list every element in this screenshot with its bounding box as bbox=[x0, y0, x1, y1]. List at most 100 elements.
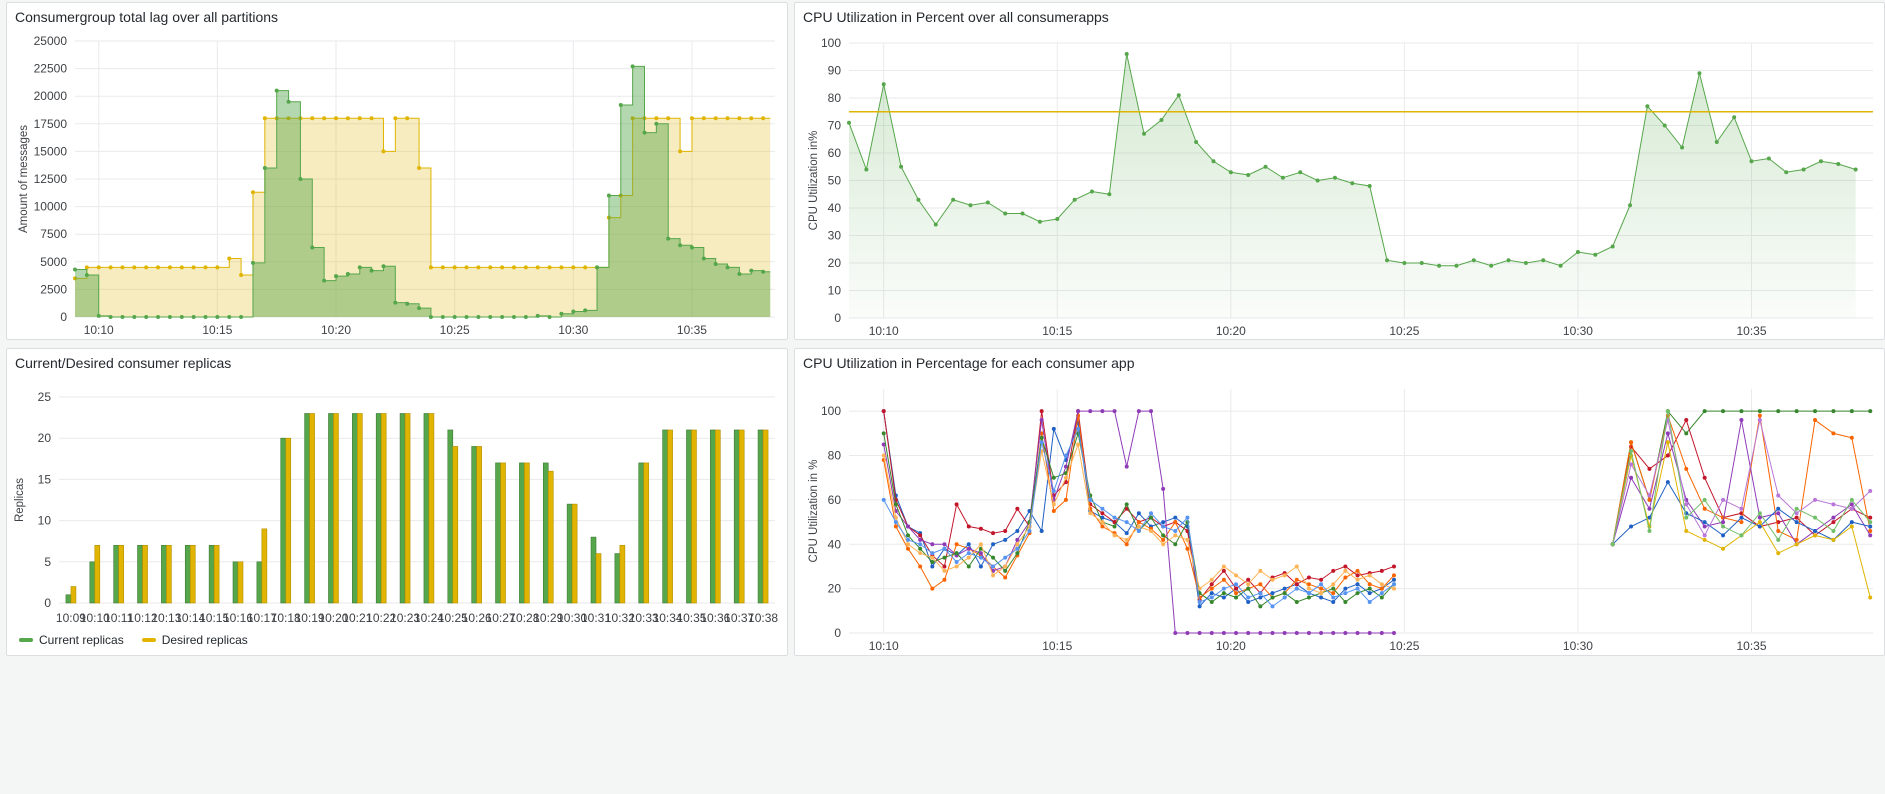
bar bbox=[595, 553, 602, 604]
data-point bbox=[96, 265, 101, 270]
cpu-total-panel-title[interactable]: CPU Utilization in Percent over all cons… bbox=[803, 9, 1109, 25]
series-area bbox=[849, 54, 1856, 318]
data-point bbox=[1702, 524, 1707, 529]
data-point bbox=[1776, 506, 1781, 511]
data-point bbox=[559, 265, 564, 270]
data-point bbox=[1739, 515, 1744, 520]
data-point bbox=[1331, 599, 1336, 604]
data-point bbox=[215, 265, 220, 270]
data-point bbox=[761, 269, 766, 274]
bar bbox=[166, 545, 172, 604]
x-tick-label: 10:26 bbox=[462, 611, 492, 625]
bar bbox=[89, 561, 96, 604]
data-point bbox=[1437, 263, 1442, 268]
replicas-panel-title[interactable]: Current/Desired consumer replicas bbox=[15, 355, 232, 371]
data-point bbox=[1391, 582, 1396, 587]
x-tick-label: 10:20 bbox=[1216, 639, 1246, 653]
data-point bbox=[1757, 515, 1762, 520]
data-point bbox=[1319, 591, 1324, 596]
x-tick-label: 10:35 bbox=[1736, 324, 1766, 338]
bar bbox=[118, 545, 124, 604]
data-point bbox=[1306, 575, 1311, 580]
data-point bbox=[1647, 506, 1652, 511]
data-point bbox=[918, 533, 923, 538]
data-point bbox=[1868, 595, 1873, 600]
data-point bbox=[966, 551, 971, 556]
lag-chart[interactable]: 0 2500 5000 7500 10000 12500 15000 17500 20000 22… bbox=[7, 3, 788, 340]
data-point bbox=[1794, 520, 1799, 525]
bar bbox=[500, 462, 506, 604]
bar bbox=[643, 462, 650, 604]
data-point bbox=[1813, 528, 1818, 533]
data-point bbox=[966, 555, 971, 560]
legend-item-current[interactable]: Current replicas bbox=[19, 633, 124, 647]
data-point bbox=[1794, 511, 1799, 516]
data-point bbox=[1702, 520, 1707, 525]
cpu-per-app-panel-title[interactable]: CPU Utilization in Percentage for each c… bbox=[803, 355, 1135, 371]
data-point bbox=[1831, 431, 1836, 436]
bar bbox=[142, 545, 148, 604]
data-point bbox=[1739, 533, 1744, 538]
data-point bbox=[991, 555, 996, 560]
data-point bbox=[930, 551, 935, 556]
legend-label-desired: Desired replicas bbox=[161, 633, 248, 647]
data-point bbox=[250, 260, 255, 265]
series-line bbox=[1612, 413, 1871, 545]
data-point bbox=[1124, 531, 1129, 536]
data-point bbox=[1037, 219, 1042, 224]
bar bbox=[757, 429, 764, 604]
data-point bbox=[1209, 591, 1214, 596]
y-tick-label: 0 bbox=[834, 311, 841, 325]
series-line bbox=[883, 411, 1395, 601]
data-point bbox=[1234, 591, 1239, 596]
data-point bbox=[1228, 170, 1233, 175]
cpu-per-app-chart[interactable]: 0 20 40 60 80 100 10:10 10:15 10:20 10:25 10:30 10:… bbox=[795, 349, 1885, 656]
legend-label-current: Current replicas bbox=[39, 633, 124, 647]
data-point bbox=[488, 315, 493, 319]
bar bbox=[213, 545, 220, 604]
data-point bbox=[930, 560, 935, 565]
data-point bbox=[893, 520, 898, 525]
data-point bbox=[227, 315, 232, 319]
y-tick-label: 25 bbox=[38, 390, 52, 404]
bar bbox=[189, 545, 196, 604]
data-point bbox=[1161, 542, 1166, 547]
data-point bbox=[1489, 263, 1494, 268]
cpu-total-chart[interactable]: 0 10 20 30 40 50 60 70 80 90 100 10:10 10:15 10:20 10:… bbox=[795, 3, 1885, 340]
data-point bbox=[1836, 162, 1841, 166]
data-point bbox=[1294, 586, 1299, 591]
x-tick-label: 10:35 bbox=[677, 323, 707, 337]
data-point bbox=[642, 130, 647, 135]
bar bbox=[495, 462, 501, 604]
data-point bbox=[1246, 577, 1251, 582]
replicas-chart[interactable]: 0510152025Replicas10:0910:1010:1110:1210… bbox=[7, 349, 788, 656]
data-point bbox=[1124, 520, 1129, 525]
data-point bbox=[1721, 409, 1726, 414]
data-point bbox=[978, 542, 983, 547]
bar bbox=[571, 503, 578, 604]
series-line bbox=[883, 442, 1395, 594]
bar bbox=[715, 429, 721, 604]
data-point bbox=[1161, 524, 1166, 529]
data-point bbox=[1776, 511, 1781, 516]
y-tick-label: 22500 bbox=[34, 62, 68, 76]
data-point bbox=[1367, 631, 1372, 635]
data-point bbox=[991, 564, 996, 569]
x-tick-label: 10:11 bbox=[104, 611, 133, 625]
data-point bbox=[310, 245, 315, 250]
lag-panel-title[interactable]: Consumergroup total lag over all partiti… bbox=[15, 9, 279, 25]
data-point bbox=[1161, 486, 1166, 491]
data-point bbox=[547, 265, 552, 270]
data-point bbox=[1173, 528, 1178, 533]
data-point bbox=[1063, 497, 1068, 502]
data-point bbox=[954, 564, 959, 569]
x-tick-label: 10:28 bbox=[509, 611, 539, 625]
data-point bbox=[1112, 520, 1117, 525]
legend-item-desired[interactable]: Desired replicas bbox=[141, 633, 248, 647]
data-point bbox=[1124, 542, 1129, 547]
data-point bbox=[1221, 577, 1226, 582]
y-axis-label: Amount of messages bbox=[18, 125, 30, 233]
data-point bbox=[1849, 435, 1854, 440]
data-point bbox=[1306, 591, 1311, 596]
data-point bbox=[595, 265, 600, 270]
